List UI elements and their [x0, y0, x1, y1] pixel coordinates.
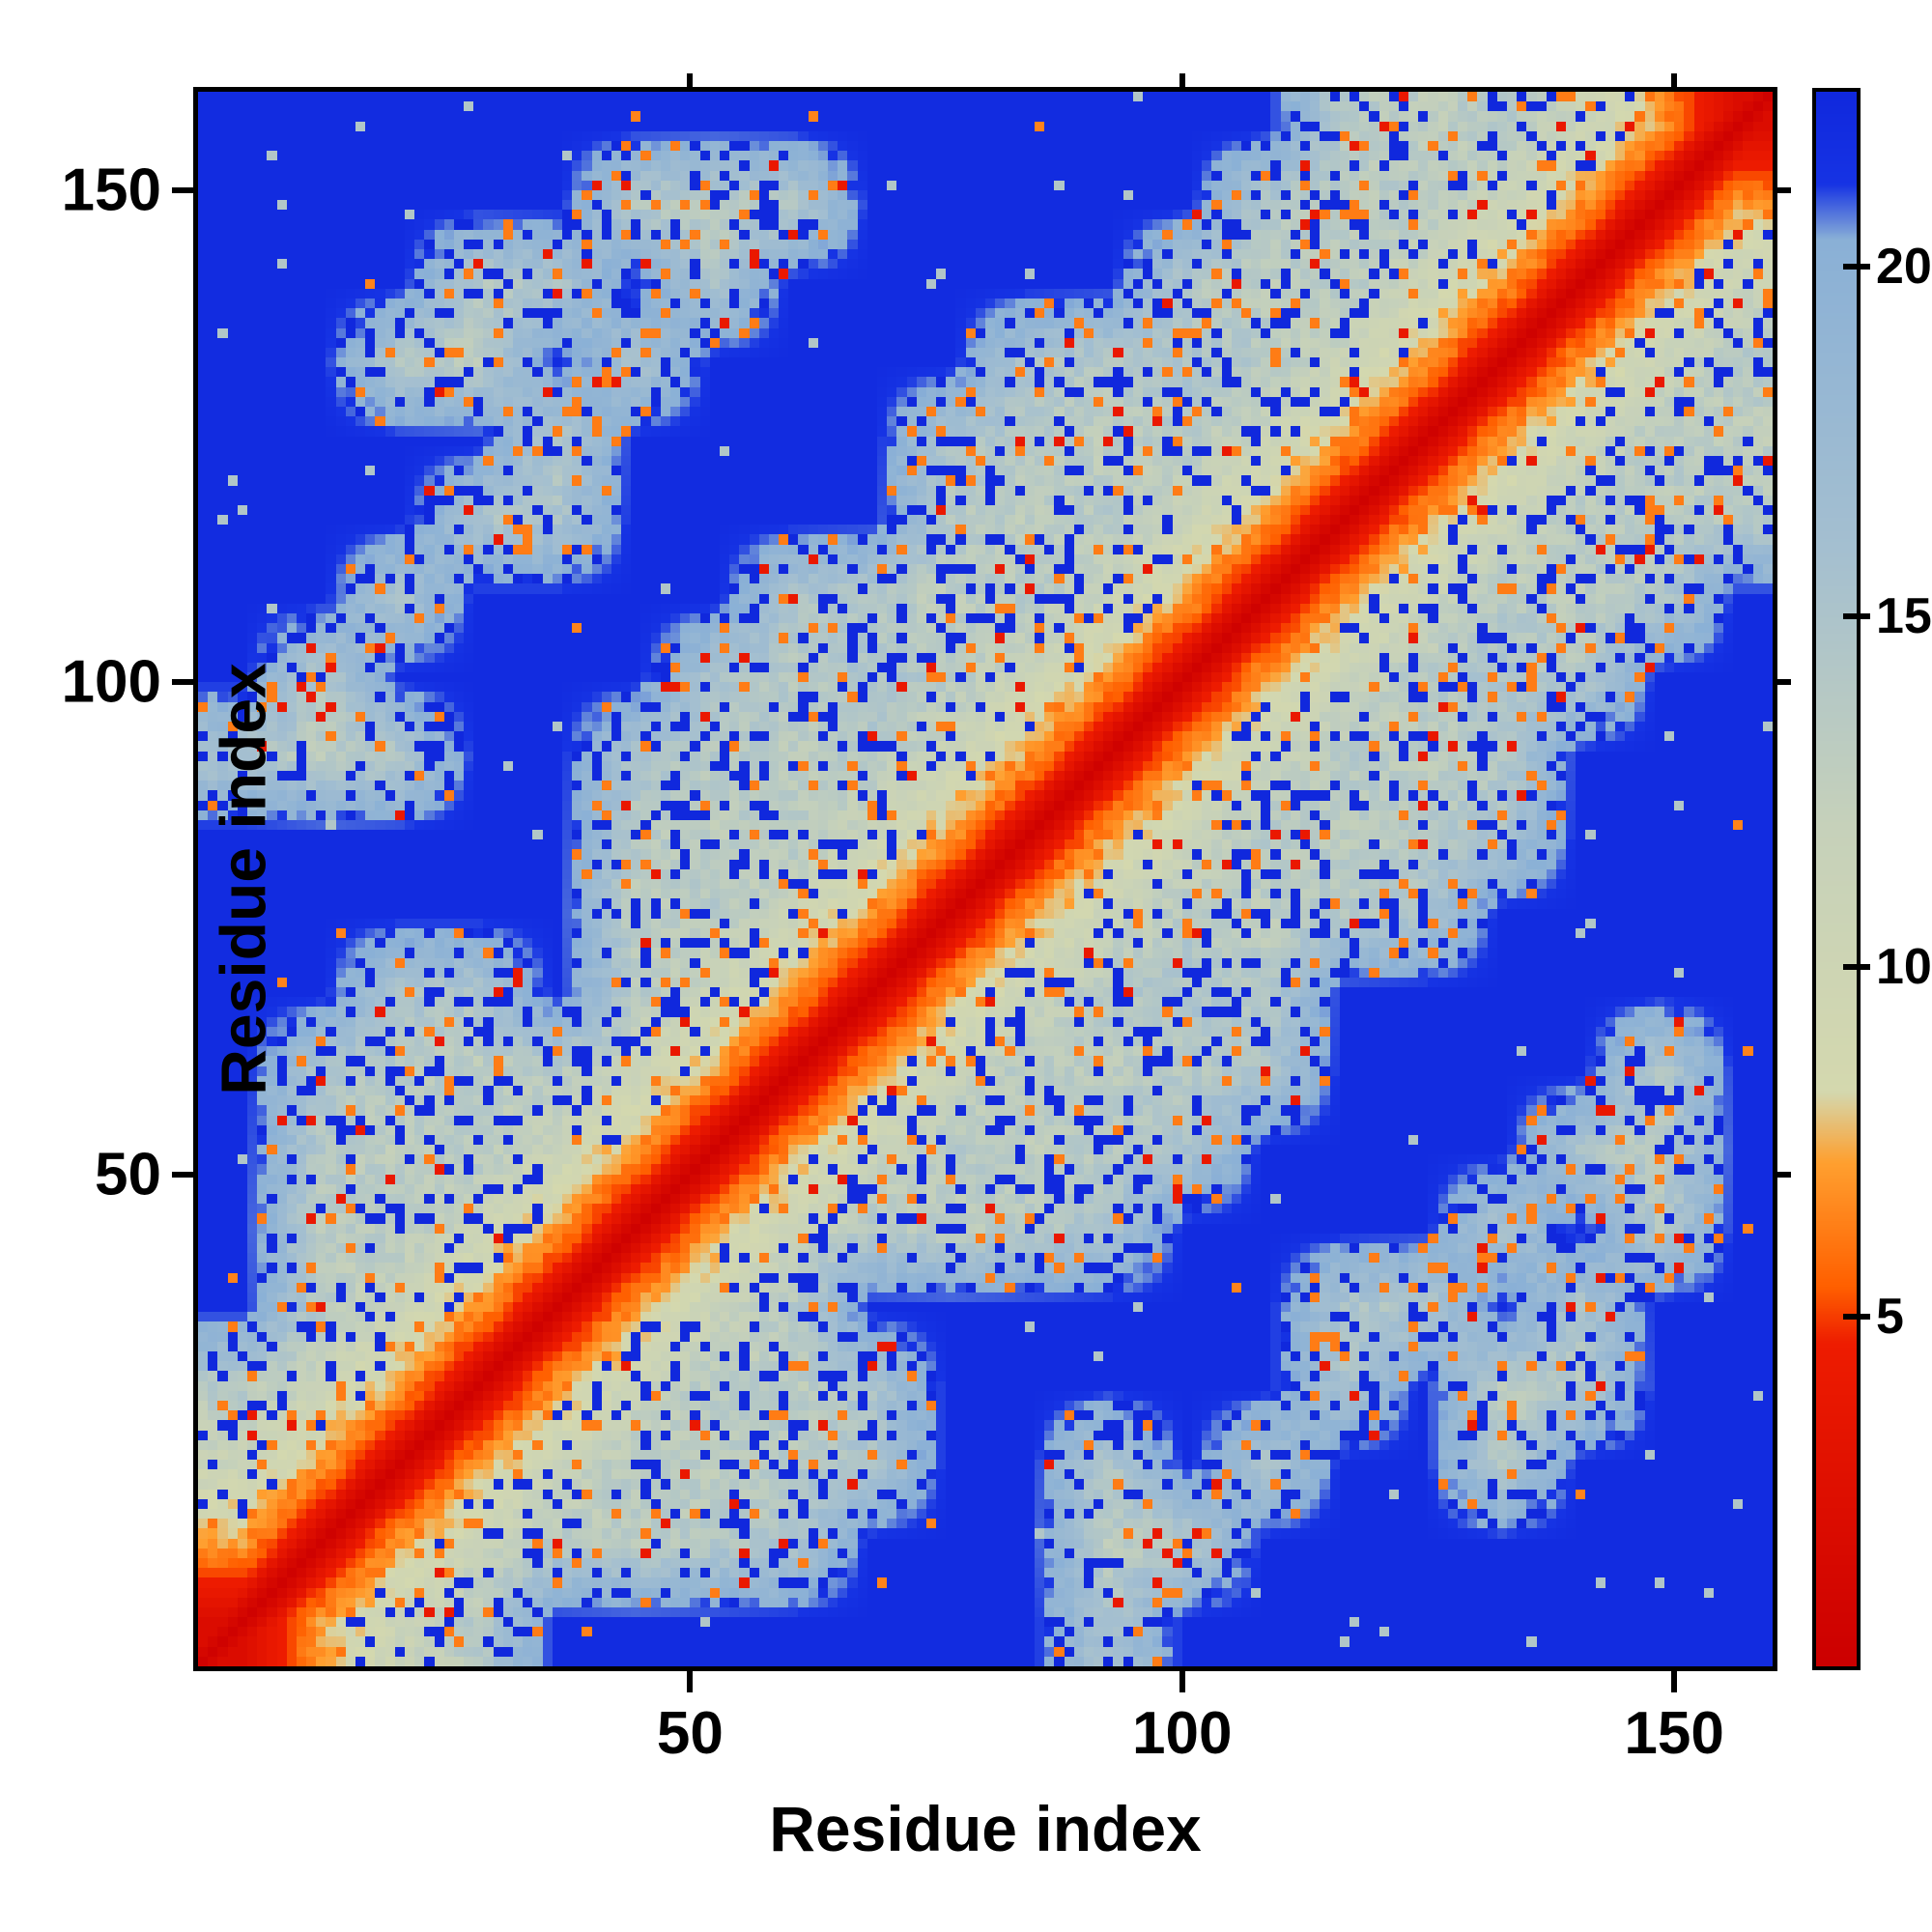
y-tick-mark-right — [1777, 679, 1791, 686]
plot-frame — [193, 87, 1777, 1671]
heatmap-canvas — [198, 92, 1773, 1666]
y-tick-mark — [172, 186, 193, 193]
y-tick-label: 100 — [61, 648, 161, 716]
colorbar-frame — [1812, 88, 1861, 1670]
x-tick-mark — [1671, 1671, 1678, 1692]
colorbar-tick-mark — [1843, 963, 1870, 970]
x-tick-mark-top — [687, 73, 694, 87]
colorbar-tick-label: 10 — [1876, 938, 1932, 995]
colorbar-tick-label: 20 — [1876, 239, 1932, 296]
x-tick-mark — [1179, 1671, 1185, 1692]
y-tick-mark-right — [1777, 1171, 1791, 1178]
colorbar-tick-label: 5 — [1876, 1288, 1904, 1345]
x-tick-mark-top — [1179, 73, 1185, 87]
x-axis-label: Residue index — [769, 1793, 1202, 1864]
x-tick-label: 50 — [656, 1700, 724, 1767]
x-tick-mark-top — [1671, 73, 1678, 87]
y-tick-mark — [172, 679, 193, 686]
colorbar-tick-mark — [1843, 1313, 1870, 1320]
y-tick-mark — [172, 1171, 193, 1178]
colorbar-tick-mark — [1843, 264, 1870, 270]
y-tick-label: 50 — [95, 1141, 161, 1208]
colorbar-tick-mark — [1843, 613, 1870, 620]
colorbar-tick-label: 15 — [1876, 588, 1932, 645]
y-tick-label: 150 — [61, 156, 161, 224]
y-tick-mark-right — [1777, 186, 1791, 193]
y-axis-label: Residue index — [207, 663, 279, 1095]
x-tick-mark — [687, 1671, 694, 1692]
x-tick-label: 150 — [1624, 1700, 1724, 1767]
x-tick-label: 100 — [1132, 1700, 1233, 1767]
colorbar-canvas — [1816, 92, 1857, 1666]
